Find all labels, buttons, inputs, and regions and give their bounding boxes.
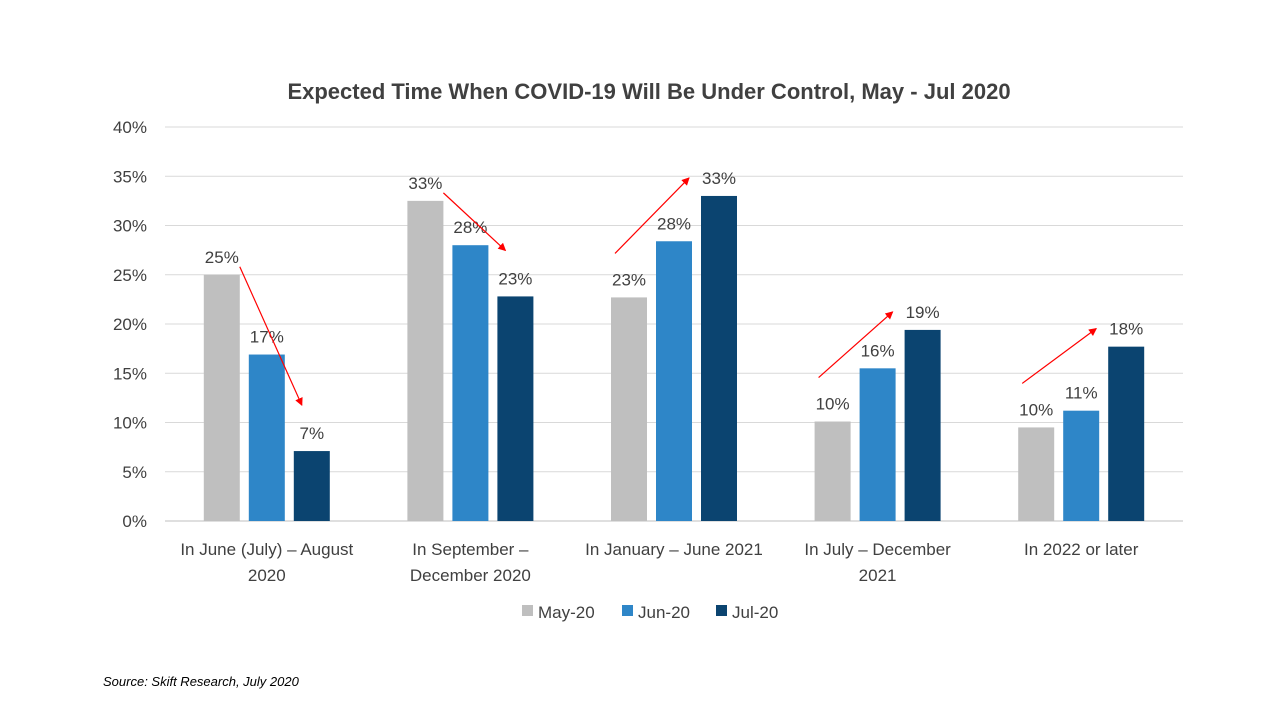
y-tick-label: 20% bbox=[113, 315, 147, 334]
trend-arrow bbox=[614, 177, 690, 254]
data-label: 16% bbox=[861, 341, 895, 360]
trend-arrow bbox=[239, 266, 303, 406]
data-label: 10% bbox=[816, 395, 850, 414]
bar bbox=[407, 200, 444, 521]
legend-label: Jul-20 bbox=[732, 603, 778, 622]
legend-swatch bbox=[716, 605, 727, 616]
data-label: 23% bbox=[498, 269, 532, 288]
x-tick-label: In June (July) – August bbox=[180, 540, 353, 559]
y-tick-label: 10% bbox=[113, 414, 147, 433]
bar bbox=[1018, 427, 1055, 521]
bar bbox=[203, 274, 240, 521]
data-label: 28% bbox=[453, 218, 487, 237]
bar bbox=[248, 354, 285, 521]
legend-label: Jun-20 bbox=[638, 603, 690, 622]
data-label: 7% bbox=[300, 424, 325, 443]
trend-arrows bbox=[239, 177, 1098, 406]
x-tick-label: In September – bbox=[412, 540, 529, 559]
y-tick-label: 25% bbox=[113, 266, 147, 285]
x-axis: In June (July) – August 2020 In September … bbox=[180, 540, 1138, 585]
legend-swatch bbox=[522, 605, 533, 616]
data-label: 11% bbox=[1065, 384, 1098, 403]
y-axis: 0% 5% 10% 15% 20% 25% 30% 35% 40% bbox=[113, 118, 147, 531]
bar bbox=[497, 296, 534, 521]
bar bbox=[1063, 410, 1100, 521]
bar bbox=[611, 297, 647, 521]
bars bbox=[203, 195, 1145, 521]
x-tick-label: 2021 bbox=[859, 566, 897, 585]
bar bbox=[1108, 346, 1145, 521]
data-label: 18% bbox=[1109, 320, 1143, 339]
data-label: 17% bbox=[250, 328, 284, 347]
y-tick-label: 15% bbox=[113, 364, 147, 383]
y-tick-label: 40% bbox=[113, 118, 147, 137]
trend-arrow bbox=[1021, 328, 1098, 384]
data-label: 10% bbox=[1019, 400, 1053, 419]
bar bbox=[814, 421, 851, 521]
data-labels: 25% 17% 7% 33% 28% 23% 23% 28% 33% 10% 16% 19% 10% 11… bbox=[205, 169, 1143, 443]
data-label: 19% bbox=[906, 303, 940, 322]
bar bbox=[293, 451, 330, 521]
bar bbox=[904, 329, 941, 521]
data-label: 25% bbox=[205, 248, 239, 267]
data-label: 33% bbox=[408, 174, 442, 193]
chart-title: Expected Time When COVID-19 Will Be Unde… bbox=[287, 79, 1010, 104]
bar bbox=[452, 245, 489, 521]
y-tick-label: 35% bbox=[113, 167, 147, 186]
y-tick-label: 30% bbox=[113, 217, 147, 236]
bar bbox=[656, 241, 692, 521]
y-tick-label: 0% bbox=[122, 512, 147, 531]
x-tick-label: In July – December bbox=[804, 540, 951, 559]
x-tick-label: In 2022 or later bbox=[1024, 540, 1139, 559]
y-tick-label: 5% bbox=[122, 463, 147, 482]
x-tick-label: In January – June 2021 bbox=[585, 540, 763, 559]
x-tick-label: December 2020 bbox=[410, 566, 531, 585]
source-note: Source: Skift Research, July 2020 bbox=[103, 674, 299, 689]
legend-swatch bbox=[622, 605, 633, 616]
legend-label: May-20 bbox=[538, 603, 595, 622]
data-label: 23% bbox=[612, 270, 646, 289]
legend: May-20 Jun-20 Jul-20 bbox=[522, 603, 778, 622]
bar bbox=[701, 195, 737, 521]
x-tick-label: 2020 bbox=[248, 566, 286, 585]
trend-arrow bbox=[442, 192, 507, 252]
trend-arrow bbox=[818, 311, 894, 378]
data-label: 33% bbox=[702, 169, 736, 188]
data-label: 28% bbox=[657, 214, 691, 233]
bar bbox=[859, 368, 896, 521]
